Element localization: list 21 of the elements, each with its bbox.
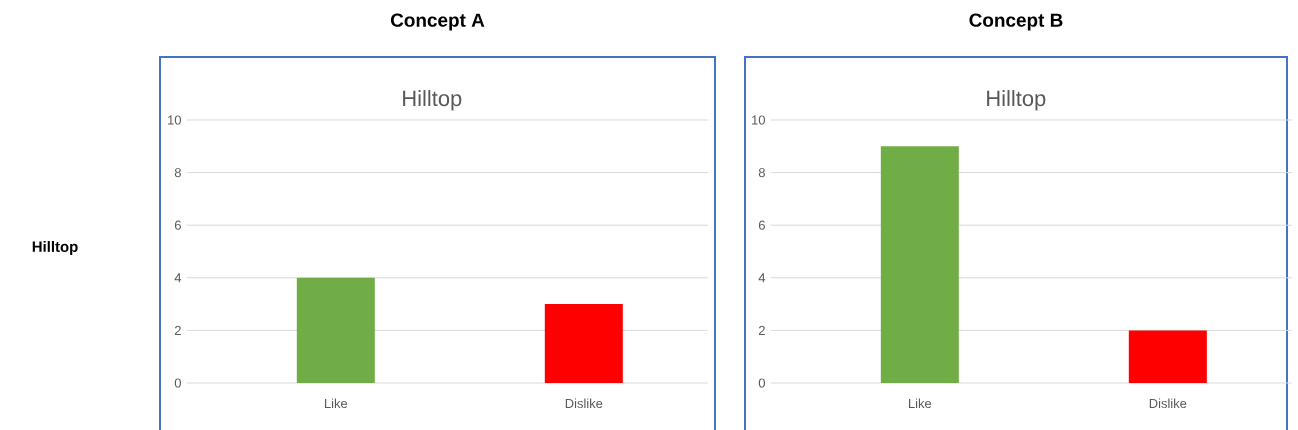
y-tick-label: 0 [174, 378, 181, 388]
y-tick-label: 10 [168, 115, 181, 125]
chart-subtitle: Hilltop [987, 90, 1046, 111]
x-tick-label: Like [909, 398, 932, 409]
y-tick-label: 4 [758, 273, 766, 283]
chart-subtitle: Hilltop [403, 90, 462, 111]
y-tick-label: 2 [758, 325, 765, 335]
y-tick-label: 4 [174, 273, 182, 283]
chart-title: Concept A [390, 13, 485, 31]
y-tick-label: 0 [758, 378, 765, 388]
y-tick-label: 8 [174, 168, 181, 178]
y-tick-label: 6 [758, 220, 765, 230]
y-tick-label: 8 [758, 168, 765, 178]
chart-title: Concept B [969, 13, 1063, 31]
x-tick-label: Dislike [1149, 398, 1187, 409]
y-tick-label: 6 [174, 220, 181, 230]
x-tick-label: Dislike [565, 398, 603, 409]
x-tick-label: Like [324, 398, 348, 409]
y-tick-label: 2 [174, 325, 181, 335]
text: Hilltop [32, 241, 78, 255]
y-tick-label: 10 [752, 115, 765, 125]
